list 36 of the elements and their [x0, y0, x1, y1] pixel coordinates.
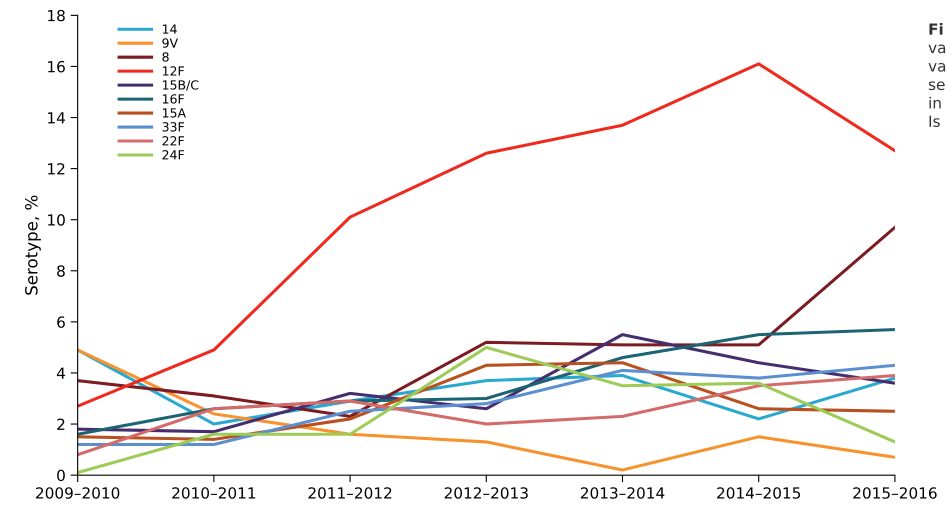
- x-tick-label: 2013–2014: [580, 487, 664, 499]
- legend-label: 15B/C: [162, 80, 198, 91]
- legend-label: 12F: [162, 66, 184, 76]
- text: in: [930, 96, 941, 108]
- y-tick-label: 8: [57, 265, 65, 277]
- legend-label: 15A: [162, 108, 186, 118]
- x-tick-label: 2015–2016: [853, 487, 937, 499]
- legend-label: 33F: [162, 122, 184, 132]
- legend-label: 22F: [162, 136, 184, 146]
- y-tick-label: 2: [57, 418, 64, 430]
- text: Is: [930, 116, 940, 128]
- legend-label: 8: [162, 52, 169, 62]
- x-tick-label: 2012–2013: [444, 487, 528, 499]
- text: va: [928, 44, 946, 54]
- text: va: [928, 62, 946, 72]
- y-tick-label: 6: [57, 316, 65, 328]
- y-tick-label: 12: [48, 163, 64, 174]
- y-tick-label: 14: [48, 112, 65, 124]
- line-series: [78, 62, 895, 408]
- legend-label: 9V: [162, 38, 178, 48]
- legend-label: 14: [162, 24, 177, 34]
- text: Fi: [929, 23, 942, 35]
- x-tick-label: 2010–2011: [172, 487, 256, 499]
- legend-label: 24F: [162, 150, 184, 160]
- x-tick-label: 2011–2012: [308, 487, 392, 499]
- line-series: [78, 374, 895, 456]
- x-tick-label: 2009–2010: [36, 487, 120, 499]
- y-tick-label: 0: [57, 470, 65, 482]
- y-tick-label: 4: [56, 368, 65, 379]
- x-tick-label: 2014–2015: [717, 487, 800, 499]
- y-tick-label: 10: [48, 214, 65, 226]
- y-axis-title: Serotype, %: [25, 196, 41, 295]
- text: se: [928, 81, 945, 90]
- legend-label: 16F: [162, 94, 184, 104]
- y-tick-label: 16: [48, 60, 65, 72]
- y-tick-label: 18: [48, 10, 65, 22]
